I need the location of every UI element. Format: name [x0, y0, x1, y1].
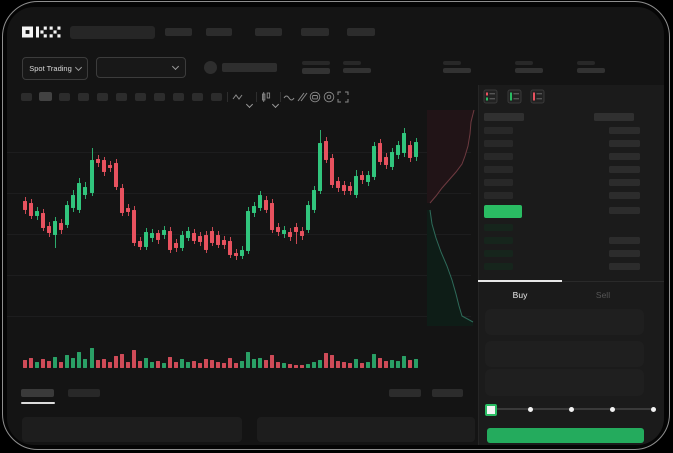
market-mode-label: Spot Trading — [29, 64, 72, 73]
timeframe-button[interactable] — [135, 93, 146, 101]
timeframe-button[interactable] — [154, 93, 165, 101]
okx-logo[interactable] — [22, 25, 62, 39]
ask-price[interactable] — [484, 140, 513, 147]
bottom-action-placeholder[interactable] — [432, 389, 463, 397]
ask-price[interactable] — [484, 179, 513, 186]
pair-name-placeholder — [222, 63, 277, 72]
timeframe-button[interactable] — [211, 93, 222, 101]
timeframe-button[interactable] — [116, 93, 127, 101]
candle-style-icon[interactable] — [260, 91, 272, 103]
ask-amount — [609, 179, 640, 186]
bid-amount — [609, 237, 640, 244]
ask-amount — [609, 166, 640, 173]
amount-input[interactable] — [485, 341, 644, 367]
bottom-tab[interactable] — [68, 389, 100, 397]
bid-price[interactable] — [484, 263, 513, 270]
indicator-zigzag-icon[interactable] — [232, 91, 244, 103]
coin-icon — [204, 61, 217, 74]
chart-gridlines — [7, 7, 664, 445]
tab-sell[interactable]: Sell — [595, 290, 611, 300]
slider-step-dot[interactable] — [528, 407, 533, 412]
history-panel-placeholder — [257, 417, 475, 442]
bid-price[interactable] — [484, 250, 513, 257]
bid-price[interactable] — [484, 237, 513, 244]
candlestick-chart[interactable] — [7, 7, 664, 445]
pair-selector-dropdown[interactable] — [96, 57, 186, 78]
tab-buy[interactable]: Buy — [512, 290, 528, 300]
stat-value-placeholder — [343, 68, 371, 73]
stat-label-placeholder — [515, 61, 533, 65]
last-price-highlight[interactable] — [484, 205, 522, 218]
orderbook-view-asks-icon[interactable] — [530, 89, 545, 104]
nav-item-placeholder[interactable] — [206, 28, 232, 36]
orderbook-header-price — [484, 113, 524, 121]
search-bar-placeholder[interactable] — [70, 26, 155, 39]
buy-tab-underline — [478, 280, 562, 282]
nav-item-placeholder[interactable] — [347, 28, 375, 36]
toolbar-divider — [227, 92, 228, 102]
depth-chart — [427, 108, 479, 326]
orderbook-view-both-icon[interactable] — [483, 89, 498, 104]
ask-price[interactable] — [484, 166, 513, 173]
timeframe-button[interactable] — [173, 93, 184, 101]
tabs-divider — [478, 281, 664, 282]
price-value-placeholder — [302, 68, 330, 74]
line-chart-icon[interactable] — [283, 91, 295, 103]
trading-app-window: Spot Trading — [7, 7, 664, 445]
nav-item-placeholder[interactable] — [255, 28, 282, 36]
timeframe-button[interactable] — [21, 93, 32, 101]
toolbar-divider — [256, 92, 257, 102]
ask-price[interactable] — [484, 192, 513, 199]
stat-label-placeholder — [577, 61, 595, 65]
bottom-action-placeholder[interactable] — [389, 389, 421, 397]
nav-item-placeholder[interactable] — [301, 28, 329, 36]
ask-amount — [609, 127, 640, 134]
bottom-tab-active[interactable] — [21, 389, 54, 397]
amount-slider-handle[interactable] — [485, 404, 497, 416]
stat-value-placeholder — [515, 68, 543, 73]
bid-price[interactable] — [484, 224, 513, 231]
fullscreen-icon[interactable] — [337, 91, 349, 103]
stat-value-placeholder — [443, 68, 471, 73]
stat-label-placeholder — [443, 61, 461, 65]
bid-amount — [609, 263, 640, 270]
stat-label-placeholder — [343, 61, 361, 65]
orders-panel-placeholder — [22, 417, 242, 442]
ask-amount — [609, 192, 640, 199]
timeframe-button[interactable] — [59, 93, 70, 101]
timeframe-button[interactable] — [39, 92, 52, 101]
timeframe-button[interactable] — [97, 93, 108, 101]
ask-price[interactable] — [484, 127, 513, 134]
ask-amount — [609, 140, 640, 147]
toolbar-divider — [280, 92, 281, 102]
ask-price[interactable] — [484, 153, 513, 160]
buy-submit-button[interactable] — [487, 428, 644, 443]
total-input[interactable] — [485, 369, 644, 396]
bid-amount — [609, 250, 640, 257]
bottom-tab-underline — [21, 402, 55, 404]
orderbook-view-bids-icon[interactable] — [507, 89, 522, 104]
orderbook-header-amount — [594, 113, 634, 121]
slider-step-dot[interactable] — [610, 407, 615, 412]
slider-step-dot[interactable] — [651, 407, 656, 412]
market-mode-dropdown[interactable]: Spot Trading — [22, 57, 88, 80]
camera-icon[interactable] — [309, 91, 321, 103]
slider-step-dot[interactable] — [569, 407, 574, 412]
gear-icon[interactable] — [323, 91, 335, 103]
price-label-placeholder — [302, 61, 330, 65]
ask-amount — [609, 207, 640, 214]
ask-amount — [609, 153, 640, 160]
price-input[interactable] — [485, 309, 644, 335]
volume-bars — [7, 7, 664, 445]
compare-lines-icon[interactable] — [296, 91, 308, 103]
timeframe-button[interactable] — [78, 93, 89, 101]
nav-item-placeholder[interactable] — [165, 28, 192, 36]
stat-value-placeholder — [577, 68, 605, 73]
timeframe-button[interactable] — [192, 93, 203, 101]
